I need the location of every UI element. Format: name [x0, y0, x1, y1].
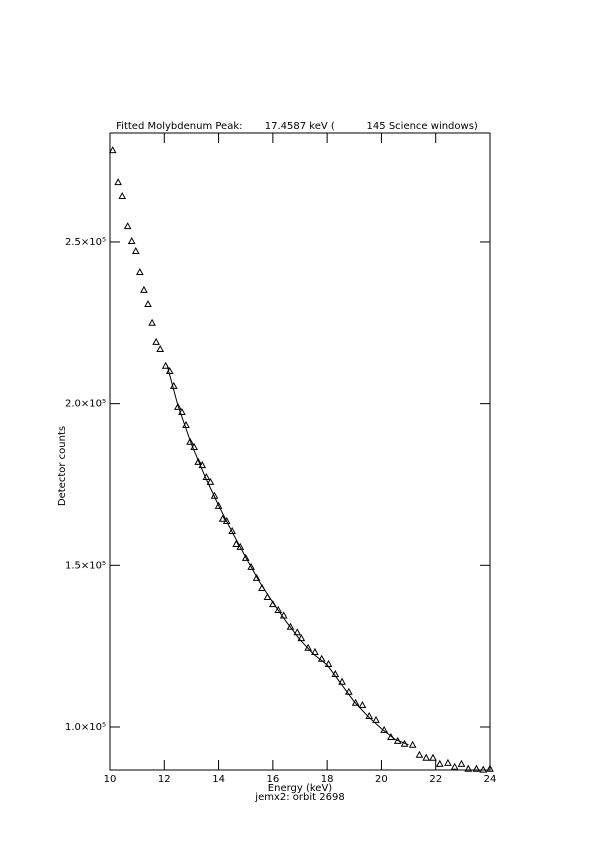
- y-tick-label: 1.5×10⁵: [65, 560, 106, 571]
- data-point: [311, 647, 319, 655]
- data-point: [152, 337, 160, 345]
- data-point: [140, 285, 148, 293]
- data-point: [174, 402, 182, 410]
- data-point: [479, 765, 488, 773]
- data-point: [169, 381, 178, 389]
- chart-title: Fitted Molybdenum Peak: 17.4587 keV ( 14…: [116, 121, 478, 132]
- x-tick-label: 24: [484, 774, 497, 785]
- data-point: [274, 605, 283, 613]
- data-point: [387, 732, 395, 741]
- data-point: [222, 516, 231, 525]
- data-point: [263, 592, 272, 601]
- data-point: [127, 236, 136, 244]
- data-point: [114, 178, 122, 186]
- data-point: [331, 669, 340, 677]
- data-point: [269, 600, 277, 608]
- data-point: [450, 762, 459, 770]
- data-point: [218, 514, 227, 522]
- data-point: [258, 583, 266, 591]
- data-point: [286, 622, 295, 630]
- data-point: [241, 553, 250, 561]
- plot-frame: [109, 132, 491, 771]
- data-point: [279, 611, 288, 619]
- data-point: [365, 711, 374, 719]
- data-point: [429, 753, 437, 761]
- data-point: [206, 477, 215, 485]
- data-point: [393, 736, 402, 744]
- y-tick-label: 2.5×10⁵: [65, 237, 106, 248]
- data-point: [136, 267, 144, 276]
- data-point: [190, 442, 198, 450]
- x-tick-label: 16: [266, 774, 279, 785]
- data-point: [304, 643, 312, 651]
- data-point: [380, 725, 388, 733]
- data-point: [118, 192, 127, 200]
- x-tick-label: 18: [321, 774, 334, 785]
- data-point: [165, 366, 174, 374]
- data-point: [422, 753, 431, 761]
- data-point: [161, 361, 170, 369]
- data-point: [144, 300, 152, 308]
- data-point: [178, 408, 186, 416]
- data-point: [198, 461, 207, 469]
- data-point: [317, 654, 326, 662]
- data-point: [247, 562, 255, 570]
- data-point: [457, 759, 466, 767]
- y-axis-label: Detector counts: [57, 426, 68, 506]
- data-point: [400, 739, 409, 747]
- x-tick-label: 20: [375, 774, 388, 785]
- data-point: [472, 764, 481, 772]
- x-tick-label: 12: [158, 774, 171, 785]
- data-point: [293, 628, 302, 636]
- footer: jemx2: orbit 2698: [254, 792, 344, 803]
- data-point: [297, 634, 306, 642]
- data-point: [236, 542, 245, 550]
- data-point: [324, 659, 333, 667]
- data-point: [108, 146, 117, 154]
- data-point: [345, 687, 353, 695]
- data-point: [444, 758, 452, 766]
- data-point: [408, 740, 417, 748]
- x-tick-label: 10: [104, 774, 117, 785]
- data-point: [186, 437, 194, 445]
- data-point: [252, 573, 261, 581]
- data-point: [202, 473, 211, 481]
- data-point: [464, 764, 473, 772]
- data-point: [415, 750, 424, 758]
- data-point: [210, 491, 219, 499]
- data-point: [214, 501, 223, 509]
- data-point: [232, 539, 241, 547]
- data-point: [228, 526, 236, 535]
- data-point: [358, 700, 367, 709]
- x-axis-label: Energy (keV): [268, 783, 333, 794]
- data-point: [372, 715, 380, 723]
- data-point: [131, 246, 140, 255]
- data-point: [435, 759, 444, 767]
- data-point: [123, 222, 132, 230]
- x-tick-label: 14: [212, 774, 225, 785]
- x-tick-label: 22: [429, 774, 442, 785]
- fit-line: [166, 364, 409, 746]
- data-point: [148, 318, 156, 326]
- data-point: [156, 344, 165, 352]
- data-point: [182, 420, 190, 428]
- y-tick-label: 1.0×10⁵: [65, 722, 106, 733]
- data-point: [486, 764, 494, 772]
- y-tick-label: 2.0×10⁵: [65, 399, 106, 410]
- data-point: [351, 698, 360, 706]
- data-point: [194, 457, 203, 465]
- data-point: [338, 677, 346, 685]
